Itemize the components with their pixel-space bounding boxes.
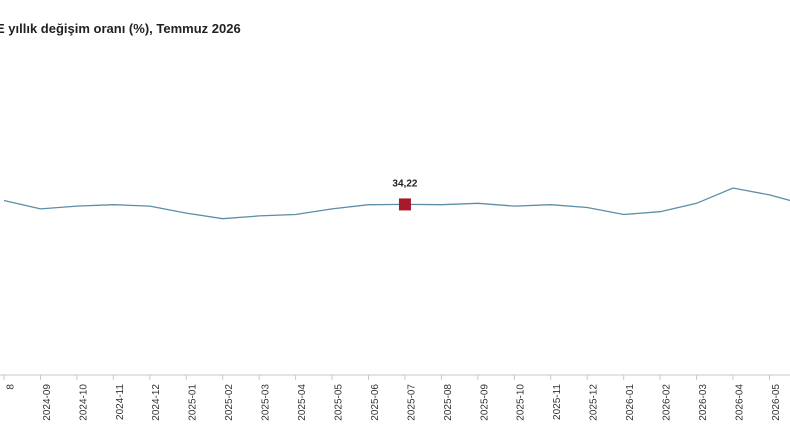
- highlight-data-label: 34,22: [392, 178, 417, 189]
- x-tick-label: 2025-09: [479, 384, 490, 421]
- x-tick-label: 2025-05: [333, 384, 344, 421]
- highlight-markers: 34,22: [392, 178, 418, 211]
- x-tick-label: 2026-01: [625, 384, 636, 421]
- x-tick-label: 2026-05: [771, 384, 782, 421]
- x-tick-label: 2024-10: [78, 384, 89, 421]
- x-tick-label: 2025-02: [224, 384, 235, 421]
- x-tick-label: 2024-12: [151, 384, 162, 421]
- x-tick-label: 2025-07: [406, 384, 417, 421]
- x-tick-label: 2024-11: [115, 384, 126, 420]
- x-tick-label: 2026-02: [662, 384, 673, 421]
- x-tick-label: 2025-04: [297, 384, 308, 421]
- x-tick-label: 2025-03: [261, 384, 272, 421]
- x-tick-label: 2025-06: [370, 384, 381, 421]
- x-tick-label: 2026-03: [698, 384, 709, 421]
- x-tick-label: 2025-12: [589, 384, 600, 421]
- x-tick-label: 2025-08: [443, 384, 454, 421]
- x-tick-label: 2025-01: [188, 384, 199, 421]
- series-line: [3, 187, 790, 220]
- x-axis-tick-labels: 8 2024-09 2024-10 2024-11 2024-12 2025-01 2025…: [5, 384, 782, 421]
- x-tick-label: 2025-11: [552, 384, 563, 420]
- x-tick-label: 8: [5, 384, 16, 390]
- x-axis-ticks: [3, 375, 770, 380]
- x-tick-label: 2025-10: [516, 384, 527, 421]
- x-tick-label: 2026-04: [734, 384, 745, 421]
- highlight-point: [398, 198, 411, 211]
- chart-title: E yıllık değişim oranı (%), Temmuz 2026: [0, 21, 241, 36]
- x-tick-label: 2024-09: [42, 384, 53, 421]
